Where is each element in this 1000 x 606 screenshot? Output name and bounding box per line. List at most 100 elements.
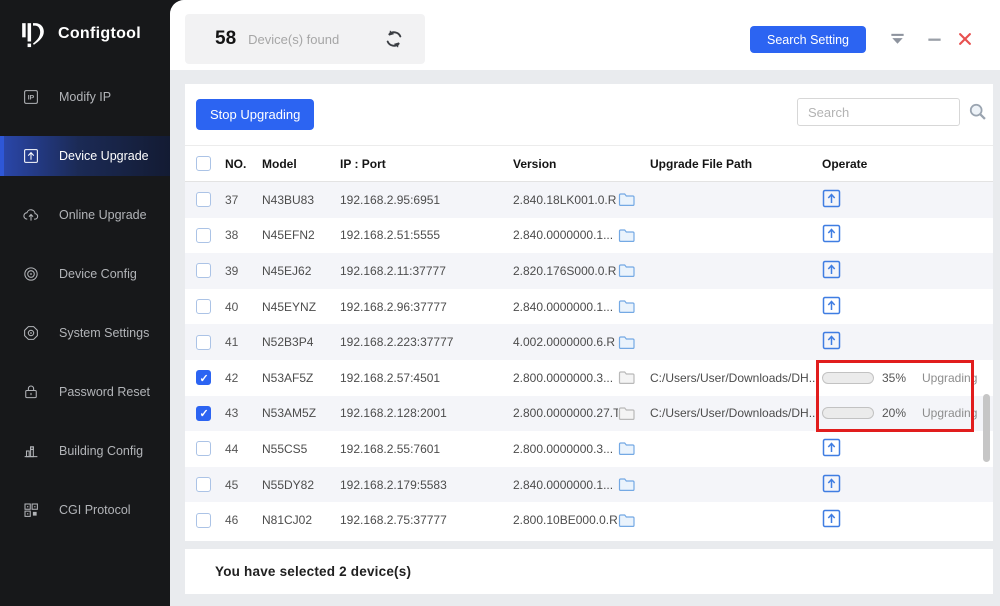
cell-model: N55DY82 (262, 477, 315, 492)
refresh-icon[interactable] (383, 28, 405, 50)
progress-group: 20% Upgrading (822, 406, 993, 420)
table-row: 38 N45EFN2 192.168.2.51:5555 2.840.00000… (185, 218, 993, 254)
cell-version: 2.840.0000000.1... (513, 228, 614, 243)
cell-model: N81CJ02 (262, 513, 313, 528)
device-count-label: Device(s) found (248, 31, 340, 47)
cell-ip-port: 192.168.2.51:5555 (340, 228, 441, 243)
folder-icon[interactable] (618, 477, 635, 492)
search-input[interactable] (797, 98, 960, 126)
progress-percent: 35% (882, 370, 907, 385)
modify-ip-icon: IP (22, 88, 40, 106)
header-upgrade-file-path: Upgrade File Path (650, 156, 753, 171)
qr-grid-icon (22, 501, 40, 519)
cell-ip-port: 192.168.2.11:37777 (340, 263, 446, 278)
cell-no: 45 (225, 477, 239, 492)
folder-icon[interactable] (618, 406, 635, 421)
close-icon[interactable] (956, 30, 974, 48)
sidebar-item-modify-ip[interactable]: IP Modify IP (0, 77, 170, 117)
upload-button[interactable] (822, 474, 841, 493)
folder-icon[interactable] (618, 192, 635, 207)
stop-upgrading-button[interactable]: Stop Upgrading (196, 99, 315, 130)
upload-button[interactable] (822, 438, 841, 457)
select-all-checkbox[interactable] (196, 156, 211, 171)
sidebar-item-device-upgrade[interactable]: Device Upgrade (0, 136, 170, 176)
sidebar-item-label: Password Reset (59, 385, 151, 399)
upload-button[interactable] (822, 224, 841, 243)
row-checkbox[interactable] (196, 334, 211, 350)
vertical-scrollbar[interactable] (983, 394, 990, 462)
upload-button[interactable] (822, 296, 841, 315)
row-checkbox[interactable] (196, 477, 211, 493)
folder-icon[interactable] (618, 441, 635, 456)
progress-status: Upgrading (922, 406, 978, 421)
table-header-row: NO. Model IP : Port Version Upgrade File… (185, 146, 993, 182)
sidebar-item-system-settings[interactable]: System Settings (0, 313, 170, 353)
folder-icon[interactable] (618, 263, 635, 278)
cell-ip-port: 192.168.2.96:37777 (340, 299, 447, 314)
row-checkbox[interactable] (196, 227, 211, 243)
sidebar-item-label: Modify IP (59, 90, 112, 104)
table-row: 44 N55CS5 192.168.2.55:7601 2.800.000000… (185, 431, 993, 467)
sidebar-item-cgi-protocol[interactable]: CGI Protocol (0, 490, 170, 530)
cell-no: 43 (225, 406, 239, 421)
cell-operate (822, 189, 993, 211)
cell-operate (822, 331, 993, 353)
row-checkbox[interactable] (196, 299, 211, 315)
cell-no: 37 (225, 192, 239, 207)
cell-version: 2.800.10BE000.0.R (513, 513, 618, 528)
selection-footer: You have selected 2 device(s) (185, 549, 993, 594)
cell-no: 38 (225, 228, 239, 243)
row-checkbox[interactable] (196, 441, 211, 457)
folder-icon[interactable] (618, 335, 635, 350)
search-icon[interactable] (967, 101, 988, 122)
sidebar-item-password-reset[interactable]: Password Reset (0, 372, 170, 412)
svg-text:IP: IP (28, 95, 35, 102)
cell-operate (822, 438, 993, 460)
folder-icon[interactable] (618, 370, 635, 385)
lock-icon (22, 383, 40, 401)
minimize-icon[interactable] (925, 30, 943, 48)
collapse-icon[interactable] (888, 30, 906, 48)
cell-file-path: C:/Users/User/Downloads/DH... (650, 370, 819, 385)
header-version: Version (513, 156, 557, 171)
cell-operate: 20% Upgrading (822, 406, 993, 420)
row-checkbox[interactable] (196, 370, 211, 386)
upload-button[interactable] (822, 509, 841, 528)
device-count-chip: 58 Device(s) found (185, 14, 425, 64)
row-checkbox[interactable] (196, 192, 211, 208)
cell-model: N45EJ62 (262, 263, 312, 278)
cell-no: 44 (225, 441, 239, 456)
folder-icon[interactable] (618, 513, 635, 528)
progress-bar (822, 371, 874, 384)
upload-button[interactable] (822, 189, 841, 208)
table-body: 37 N43BU83 192.168.2.95:6951 2.840.18LK0… (185, 182, 993, 538)
sidebar-item-building-config[interactable]: Building Config (0, 431, 170, 471)
upload-button[interactable] (822, 331, 841, 350)
progress-group: 35% Upgrading (822, 371, 993, 385)
cell-no: 42 (225, 370, 239, 385)
row-checkbox[interactable] (196, 512, 211, 528)
cell-version: 2.800.0000000.3... (513, 441, 614, 456)
row-checkbox[interactable] (196, 405, 211, 421)
cell-operate: 35% Upgrading (822, 371, 993, 385)
upload-button[interactable] (822, 260, 841, 279)
cell-file-path: C:/Users/User/Downloads/DH... (650, 406, 819, 421)
sidebar-item-online-upgrade[interactable]: Online Upgrade (0, 195, 170, 235)
device-table-panel: Stop Upgrading NO. Model IP : Port Versi… (185, 84, 993, 541)
cell-ip-port: 192.168.2.223:37777 (340, 335, 454, 350)
table-toolbar: Stop Upgrading (185, 84, 993, 146)
cloud-upload-icon (22, 206, 40, 224)
folder-icon[interactable] (618, 228, 635, 243)
sidebar-item-device-config[interactable]: Device Config (0, 254, 170, 294)
cell-no: 40 (225, 299, 239, 314)
folder-icon[interactable] (618, 299, 635, 314)
search-setting-button[interactable]: Search Setting (750, 26, 866, 53)
sidebar-item-label: Online Upgrade (59, 208, 147, 222)
progress-percent: 20% (882, 406, 907, 421)
row-checkbox[interactable] (196, 263, 211, 279)
cell-version: 2.840.18LK001.0.R (513, 192, 617, 207)
bar-chart-icon (22, 442, 40, 460)
device-count: 58 (215, 28, 237, 49)
sidebar-item-label: CGI Protocol (59, 503, 131, 517)
header-model: Model (262, 156, 297, 171)
